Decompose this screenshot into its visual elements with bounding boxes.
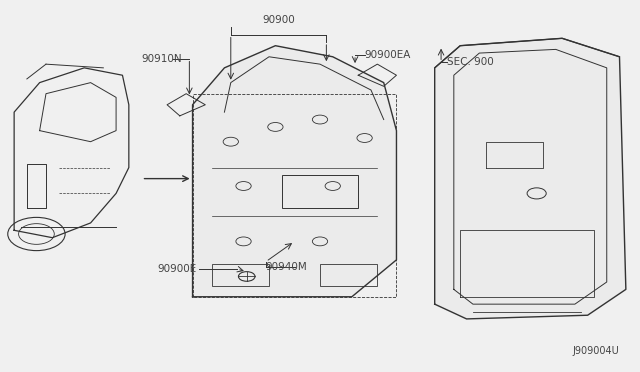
Polygon shape	[435, 38, 626, 319]
Text: 90940M: 90940M	[266, 262, 308, 272]
Text: 90900EA: 90900EA	[365, 50, 411, 60]
Text: 90900E: 90900E	[157, 264, 196, 274]
Text: J909004U: J909004U	[573, 346, 620, 356]
Polygon shape	[193, 46, 396, 297]
Text: 90910N: 90910N	[141, 54, 182, 64]
Text: SEC. 900: SEC. 900	[447, 57, 494, 67]
Text: 90900: 90900	[262, 15, 295, 25]
